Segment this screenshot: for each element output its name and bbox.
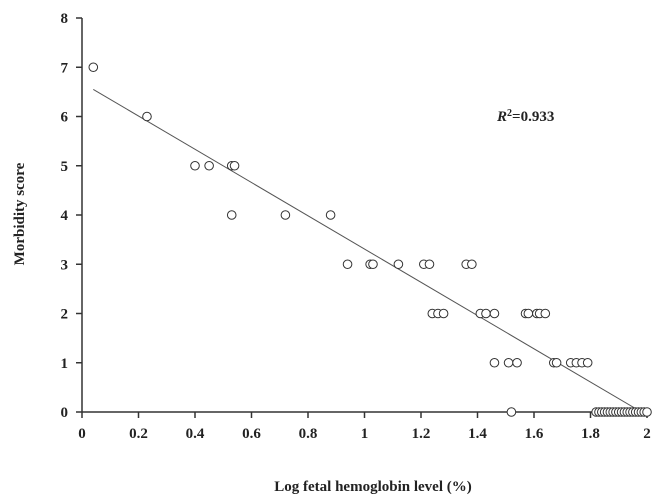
data-point <box>489 357 500 368</box>
r2-exponent: 2 <box>507 108 512 119</box>
data-point <box>523 308 534 319</box>
data-point <box>342 259 353 270</box>
data-point <box>582 357 593 368</box>
data-point <box>229 160 240 171</box>
data-point <box>280 210 291 220</box>
x-tick-label: 1.6 <box>525 426 544 442</box>
data-point <box>551 357 562 368</box>
trend-line <box>93 88 642 413</box>
data-point <box>325 210 336 220</box>
data-points <box>88 62 652 417</box>
r2-value: =0.933 <box>512 109 554 125</box>
data-point <box>506 407 517 417</box>
data-point <box>489 308 500 319</box>
data-point <box>226 210 237 220</box>
data-point <box>438 308 449 319</box>
x-tick-label: 0.2 <box>129 426 148 442</box>
data-point <box>467 259 477 270</box>
data-point <box>142 111 152 122</box>
data-point <box>190 160 200 171</box>
y-tick-label: 5 <box>61 159 69 175</box>
y-tick-label: 0 <box>61 405 69 421</box>
y-tick-label: 2 <box>61 307 69 323</box>
x-tick-label: 0.4 <box>186 426 205 442</box>
x-tick-label: 0.6 <box>242 426 261 442</box>
x-tick-label: 1.2 <box>412 426 431 442</box>
x-tick-label: 0 <box>78 426 86 442</box>
x-axis-ticks: 0 0.2 0.4 0.6 0.8 1 1.2 1.4 1.6 1.8 2 <box>78 412 651 442</box>
data-point <box>642 407 652 417</box>
x-tick-label: 0.8 <box>299 426 318 442</box>
data-point <box>540 308 551 319</box>
y-tick-label: 6 <box>61 110 69 126</box>
x-tick-label: 1 <box>361 426 369 442</box>
x-tick-label: 1.4 <box>468 426 487 442</box>
y-tick-label: 1 <box>61 356 69 372</box>
x-tick-label: 1.8 <box>581 426 600 442</box>
data-point <box>512 357 522 368</box>
data-point <box>368 259 378 270</box>
y-axis-ticks: 0 1 2 3 4 5 6 7 8 <box>61 11 82 421</box>
x-tick-label: 2 <box>643 426 651 442</box>
y-axis-title: Morbidity score <box>12 162 28 265</box>
data-point <box>204 160 214 171</box>
data-point <box>424 259 435 270</box>
data-point <box>88 62 99 73</box>
x-axis-title: Log fetal hemoglobin level (%) <box>274 479 471 495</box>
y-tick-label: 7 <box>61 60 69 76</box>
r2-symbol: R <box>496 109 507 125</box>
y-tick-label: 3 <box>61 257 69 273</box>
data-point <box>393 259 404 270</box>
r-squared-annotation: R2=0.933 <box>496 108 554 126</box>
data-point <box>503 357 514 368</box>
y-tick-label: 8 <box>61 11 69 27</box>
y-tick-label: 4 <box>61 208 69 224</box>
data-point <box>481 308 491 319</box>
